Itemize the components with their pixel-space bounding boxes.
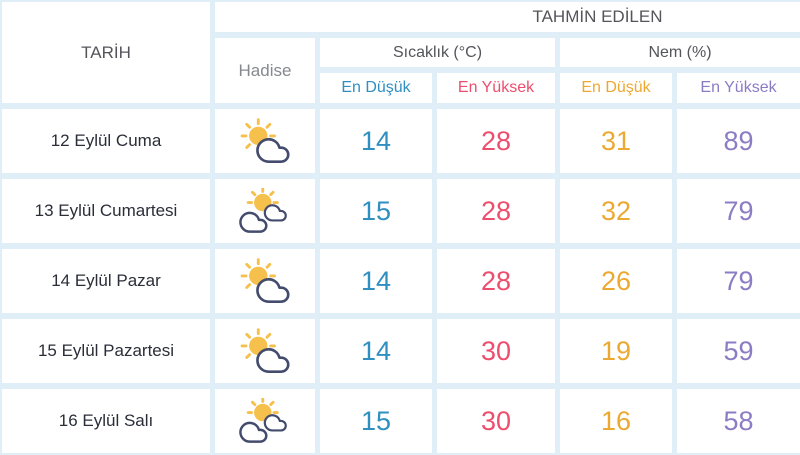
column-header-humidity: Nem (%): [560, 38, 800, 67]
column-header-temperature: Sıcaklık (°C): [320, 38, 555, 67]
temp-max-value: 30: [437, 389, 555, 453]
column-header-condition: Hadise: [215, 38, 315, 103]
temp-max-value: 30: [437, 319, 555, 383]
temp-max-value: 28: [437, 249, 555, 313]
column-header-temp-max: En Yüksek: [437, 73, 555, 103]
hum-max-value: 79: [677, 179, 800, 243]
date-cell: 15 Eylül Pazartesi: [2, 319, 210, 383]
date-cell: 12 Eylül Cuma: [2, 109, 210, 173]
hum-max-value: 58: [677, 389, 800, 453]
column-header-hum-min: En Düşük: [560, 73, 672, 103]
sun-cloud-icon: [215, 249, 315, 313]
hum-min-value: 16: [560, 389, 672, 453]
column-header-temp-min: En Düşük: [320, 73, 432, 103]
temp-min-value: 15: [320, 389, 432, 453]
temp-min-value: 15: [320, 179, 432, 243]
hum-max-value: 89: [677, 109, 800, 173]
date-cell: 14 Eylül Pazar: [2, 249, 210, 313]
temp-min-value: 14: [320, 249, 432, 313]
hum-min-value: 31: [560, 109, 672, 173]
temp-min-value: 14: [320, 109, 432, 173]
sun-cloud-icon: [215, 109, 315, 173]
column-header-hum-max: En Yüksek: [677, 73, 800, 103]
hum-min-value: 19: [560, 319, 672, 383]
sun-two-clouds-icon: [215, 179, 315, 243]
temp-min-value: 14: [320, 319, 432, 383]
column-header-date: TARİH: [2, 2, 210, 103]
date-cell: 16 Eylül Salı: [2, 389, 210, 453]
hum-min-value: 26: [560, 249, 672, 313]
hum-max-value: 79: [677, 249, 800, 313]
sun-cloud-icon: [215, 319, 315, 383]
temp-max-value: 28: [437, 109, 555, 173]
hum-max-value: 59: [677, 319, 800, 383]
column-header-predicted: TAHMİN EDİLEN: [215, 2, 800, 32]
sun-two-clouds-icon: [215, 389, 315, 453]
date-cell: 13 Eylül Cumartesi: [2, 179, 210, 243]
hum-min-value: 32: [560, 179, 672, 243]
temp-max-value: 28: [437, 179, 555, 243]
